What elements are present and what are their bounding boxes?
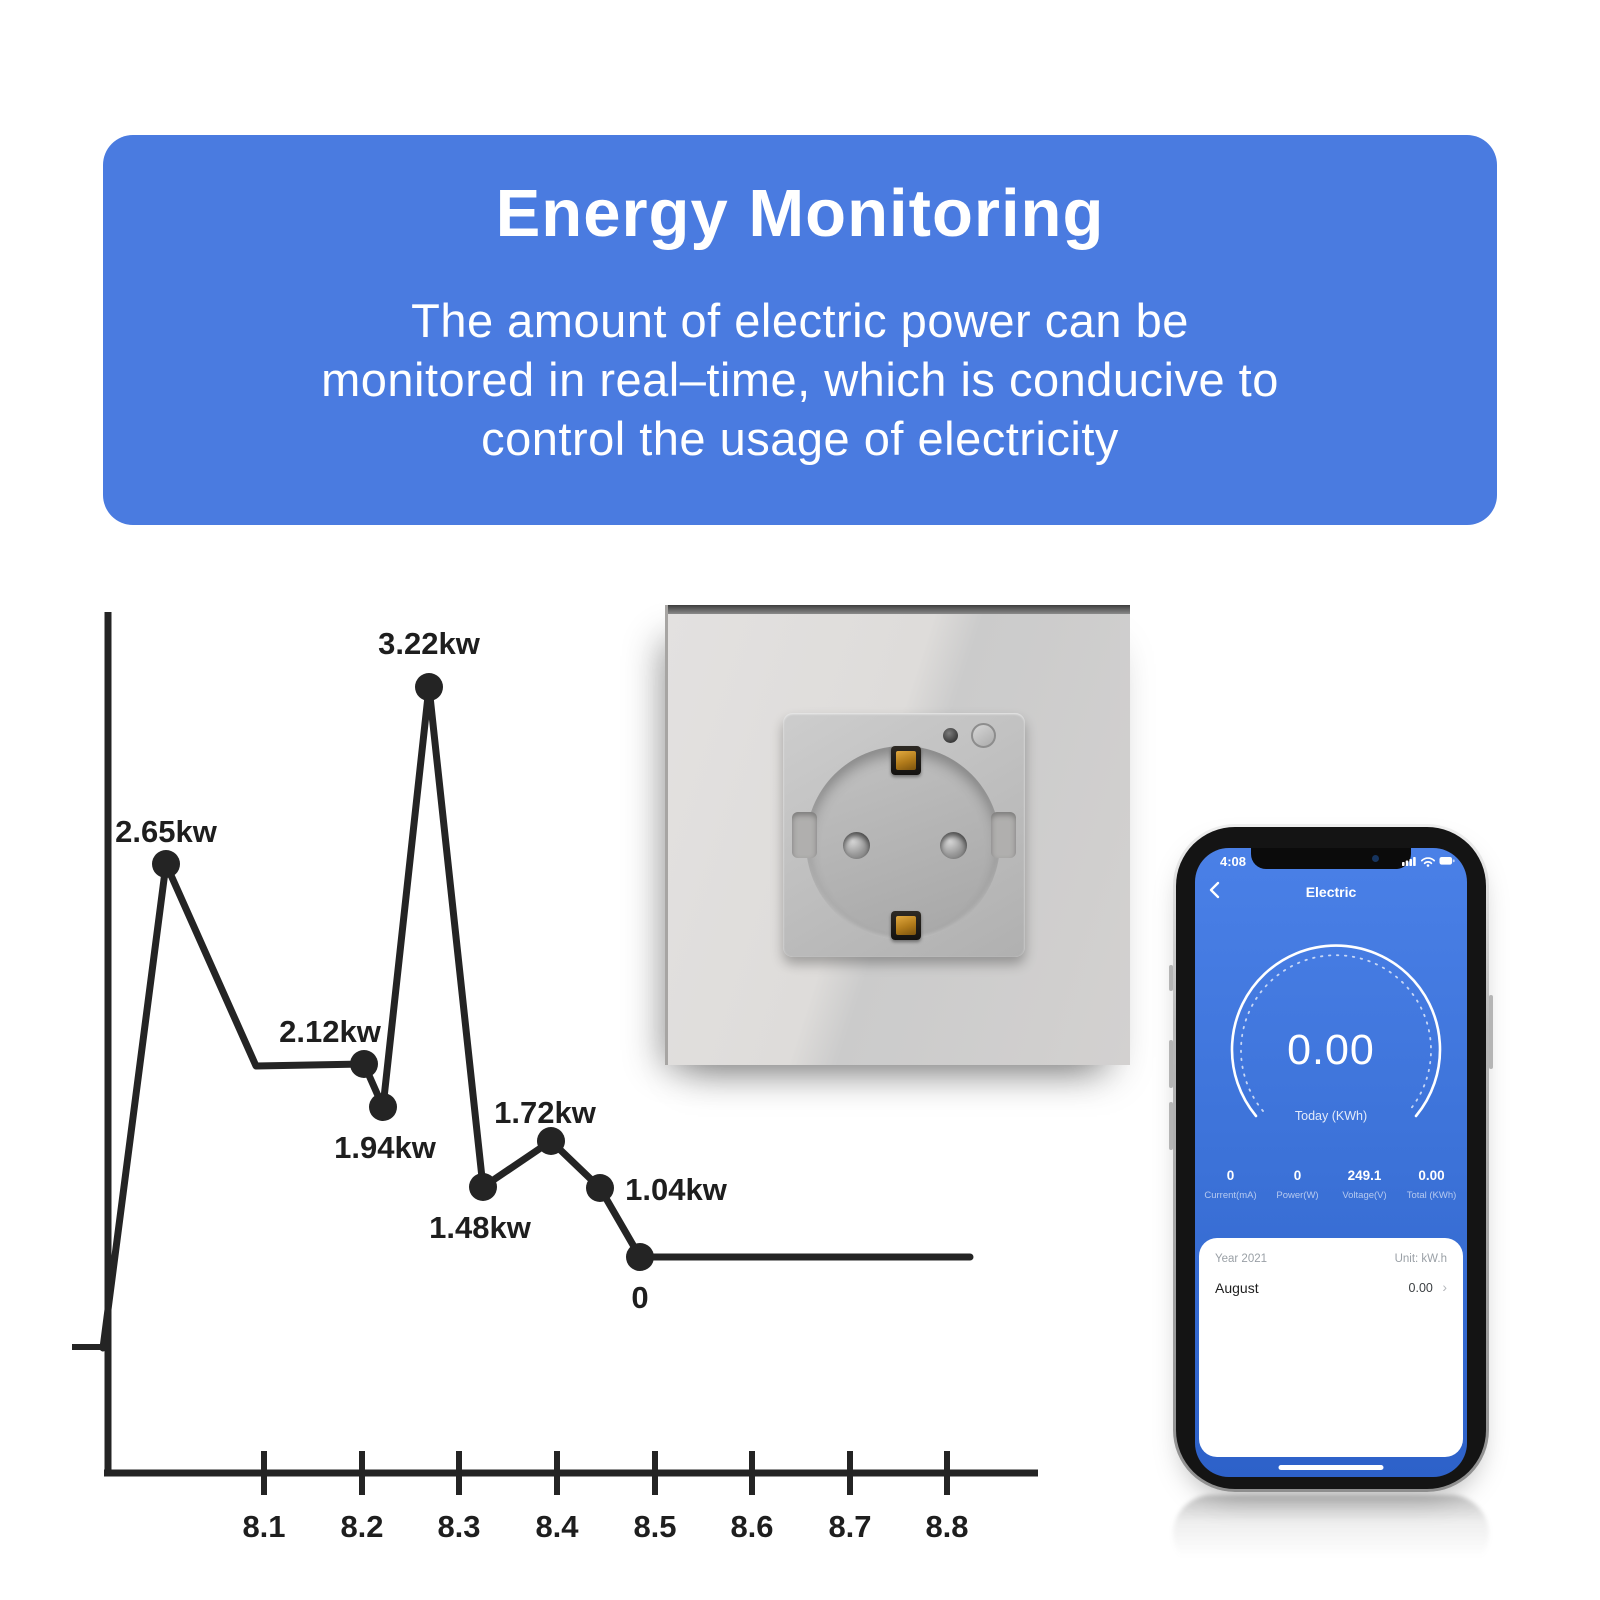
point-label: 2.12kw: [279, 1014, 382, 1049]
energy-gauge: [1230, 944, 1442, 1118]
data-point: [537, 1127, 565, 1155]
chevron-left-icon: [1209, 881, 1220, 899]
data-point: [626, 1243, 654, 1271]
point-label: 0: [631, 1280, 648, 1315]
volume-up-button: [1169, 1040, 1173, 1088]
stats-row: 0 Current(mA) 0 Power(W) 249.1 Voltage(V…: [1197, 1168, 1465, 1201]
smartphone-mockup: 4:08: [1169, 824, 1493, 1492]
history-card: Year 2021 Unit: kW.h August 0.00 ›: [1199, 1238, 1463, 1457]
unit-label: Unit: kW.h: [1394, 1253, 1447, 1265]
chevron-right-icon: ›: [1442, 1279, 1447, 1295]
point-label: 1.04kw: [625, 1172, 728, 1207]
data-point: [415, 673, 443, 701]
stat-voltage: 249.1 Voltage(V): [1331, 1168, 1398, 1201]
app-screen: 4:08: [1195, 848, 1467, 1477]
power-button: [1489, 995, 1493, 1069]
stat-value: 0: [1293, 1168, 1302, 1183]
tick-label: 8.3: [437, 1509, 480, 1544]
data-point: [152, 850, 180, 878]
x-axis-tick-labels: 8.1 8.2 8.3 8.4 8.5 8.6 8.7 8.8: [242, 1509, 968, 1544]
energy-usage-chart: 8.1 8.2 8.3 8.4 8.5 8.6 8.7 8.8 2.65kw 2…: [72, 612, 1038, 1544]
tick-label: 8.8: [925, 1509, 968, 1544]
stat-label: Power(W): [1276, 1190, 1319, 1201]
energy-monitoring-banner: Energy Monitoring The amount of electric…: [103, 135, 1497, 525]
point-label: 1.94kw: [334, 1130, 437, 1165]
pin-hole-right: [940, 832, 967, 859]
x-axis-ticks: [261, 1451, 950, 1495]
back-button[interactable]: [1207, 880, 1223, 900]
cellular-signal-icon: [1402, 857, 1416, 866]
month-row[interactable]: August 0.00 ›: [1215, 1279, 1447, 1297]
socket-plate: [783, 713, 1025, 957]
earth-clip-contact: [896, 916, 916, 935]
month-label: August: [1215, 1280, 1259, 1296]
stat-label: Voltage(V): [1342, 1190, 1387, 1201]
socket-side-notch: [792, 812, 817, 858]
point-label: 1.48kw: [429, 1210, 532, 1245]
data-point: [350, 1050, 378, 1078]
stat-label: Current(mA): [1204, 1190, 1257, 1201]
stat-label: Total (KWh): [1406, 1190, 1457, 1201]
stat-current: 0 Current(mA): [1197, 1168, 1264, 1201]
mute-switch: [1169, 965, 1173, 991]
page-title: Electric: [1305, 884, 1357, 900]
year-label: Year 2021: [1215, 1253, 1268, 1265]
stat-value: 0: [1226, 1168, 1235, 1183]
status-bar-time: 4:08: [1220, 854, 1247, 869]
data-point-labels: 2.65kw 2.12kw 1.94kw 3.22kw 1.48kw 1.72k…: [115, 626, 728, 1315]
data-point: [369, 1093, 397, 1121]
smart-socket-photo: [665, 605, 1130, 1065]
point-label: 2.65kw: [115, 814, 218, 849]
today-kwh-caption: Today (KWh): [1294, 1109, 1368, 1123]
volume-down-button: [1169, 1102, 1173, 1150]
status-led-icon: [943, 728, 958, 743]
gauge-arc-solid: [1230, 944, 1442, 1118]
wifi-icon: [1420, 857, 1436, 867]
gauge-arc-dashed: [1240, 954, 1432, 1112]
point-label: 3.22kw: [378, 626, 481, 661]
tick-label: 8.7: [828, 1509, 871, 1544]
banner-title: Energy Monitoring: [495, 176, 1105, 251]
stat-value: 249.1: [1347, 1168, 1382, 1183]
tick-label: 8.1: [242, 1509, 285, 1544]
glass-panel-top-edge: [668, 605, 1130, 614]
banner-line-1: The amount of electric power can be: [411, 294, 1189, 347]
front-camera-icon: [1372, 855, 1379, 862]
pin-hole-left: [843, 832, 870, 859]
socket-reset-button: [971, 723, 996, 748]
socket-recess: [806, 746, 1000, 940]
tick-label: 8.4: [535, 1509, 579, 1544]
data-point: [586, 1174, 614, 1202]
tick-label: 8.6: [730, 1509, 773, 1544]
data-point-markers: [152, 673, 654, 1271]
earth-clip-bottom: [891, 911, 921, 940]
tick-label: 8.2: [340, 1509, 383, 1544]
today-kwh-value: 0.00: [1287, 1026, 1375, 1074]
history-card-header: Year 2021 Unit: kW.h: [1215, 1253, 1447, 1265]
tick-label: 8.5: [633, 1509, 676, 1544]
home-indicator[interactable]: [1278, 1465, 1384, 1470]
socket-side-notch: [991, 812, 1016, 858]
status-bar-icons: [1402, 857, 1455, 867]
stat-power: 0 Power(W): [1264, 1168, 1331, 1201]
stat-total: 0.00 Total (KWh): [1398, 1168, 1465, 1201]
banner-description: The amount of electric power can be moni…: [103, 291, 1497, 468]
point-label: 1.72kw: [494, 1095, 597, 1130]
data-point: [469, 1173, 497, 1201]
earth-clip-top: [891, 746, 921, 775]
earth-clip-contact: [896, 751, 916, 770]
phone-reflection: [1173, 1495, 1489, 1573]
phone-frame: 4:08: [1176, 827, 1486, 1489]
month-value: 0.00: [1408, 1281, 1433, 1295]
battery-icon: [1439, 857, 1455, 865]
phone-notch: [1251, 848, 1411, 869]
banner-line-3: control the usage of electricity: [481, 412, 1119, 465]
stat-value: 0.00: [1418, 1168, 1445, 1183]
banner-line-2: monitored in real–time, which is conduci…: [321, 353, 1279, 406]
